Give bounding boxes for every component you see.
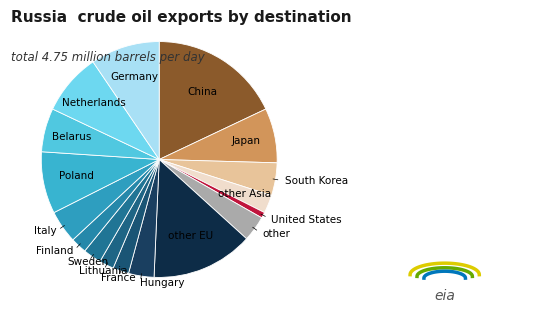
Wedge shape: [159, 109, 277, 163]
Wedge shape: [54, 160, 159, 240]
Wedge shape: [42, 109, 159, 160]
Text: Russia  crude oil exports by destination: Russia crude oil exports by destination: [11, 10, 351, 25]
Wedge shape: [159, 160, 272, 212]
Wedge shape: [154, 160, 247, 278]
Text: Japan: Japan: [231, 136, 260, 146]
Text: Sweden: Sweden: [68, 257, 109, 267]
Text: United States: United States: [271, 215, 342, 225]
Wedge shape: [128, 160, 159, 277]
Text: Finland: Finland: [36, 246, 74, 256]
Text: Belarus: Belarus: [52, 132, 91, 142]
Wedge shape: [93, 41, 159, 160]
Wedge shape: [159, 160, 277, 196]
Text: France: France: [101, 273, 136, 283]
Wedge shape: [73, 160, 159, 251]
Text: Hungary: Hungary: [140, 278, 184, 288]
Wedge shape: [85, 160, 159, 262]
Wedge shape: [159, 160, 265, 218]
Wedge shape: [53, 62, 159, 160]
Text: South Korea: South Korea: [285, 176, 348, 186]
Text: Lithuania: Lithuania: [79, 266, 127, 276]
Text: Italy: Italy: [34, 226, 57, 236]
Text: other: other: [262, 229, 290, 239]
Text: eia: eia: [434, 289, 455, 303]
Wedge shape: [100, 160, 159, 268]
Wedge shape: [113, 160, 159, 273]
Wedge shape: [41, 152, 159, 212]
Text: other Asia: other Asia: [218, 189, 271, 199]
Text: Poland: Poland: [59, 171, 93, 182]
Text: total 4.75 million barrels per day: total 4.75 million barrels per day: [11, 51, 205, 64]
Text: Germany: Germany: [110, 72, 158, 82]
Wedge shape: [159, 160, 262, 239]
Text: other EU: other EU: [169, 231, 214, 241]
Text: China: China: [187, 87, 217, 97]
Wedge shape: [159, 41, 266, 160]
Text: Netherlands: Netherlands: [62, 99, 126, 108]
